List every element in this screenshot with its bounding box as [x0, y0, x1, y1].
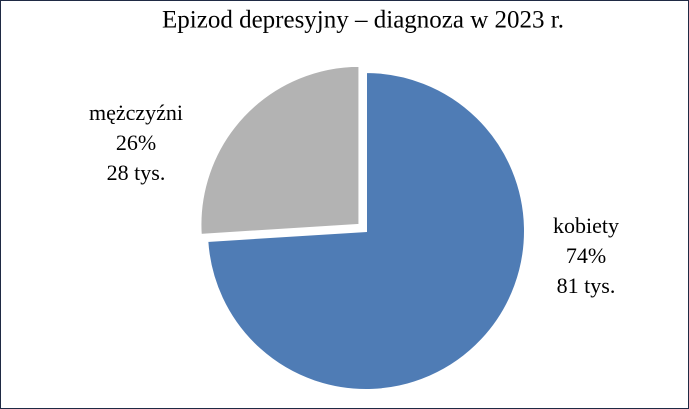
slice-category-label: kobiety	[553, 213, 619, 238]
slice-count-label: 28 tys.	[107, 160, 166, 185]
pie-slice	[199, 64, 361, 236]
slice-value-label: 74%	[566, 243, 606, 268]
slice-count-label: 81 tys.	[557, 273, 616, 298]
pie-slice	[206, 70, 526, 391]
slice-value-label: 26%	[116, 130, 156, 155]
chart-title: Epizod depresyjny – diagnoza w 2023 r.	[162, 7, 564, 34]
slice-category-label: mężczyźni	[89, 100, 183, 125]
